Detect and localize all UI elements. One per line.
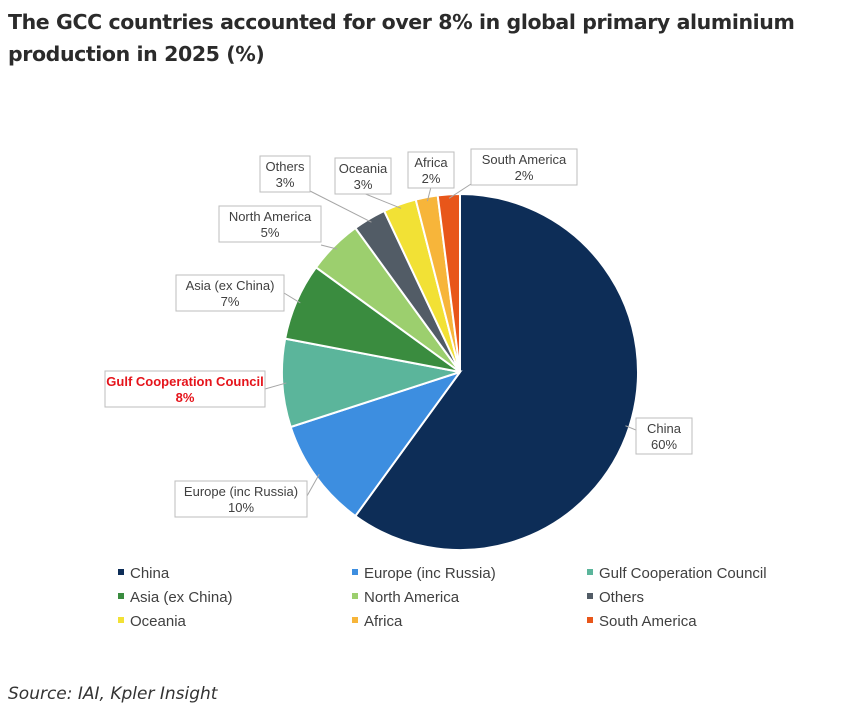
leader-line-africa <box>426 186 432 202</box>
label-value: 2% <box>515 168 534 183</box>
label-value: 10% <box>228 500 254 515</box>
pie-slices <box>281 192 639 551</box>
label-name: Others <box>265 159 305 174</box>
leader-line-oceania <box>362 192 402 209</box>
label-name: Oceania <box>339 161 388 176</box>
label-name: Europe (inc Russia) <box>184 484 298 499</box>
legend-label: South America <box>599 613 697 630</box>
source-note: Source: IAI, Kpler Insight <box>8 684 218 704</box>
leader-line-south-america <box>448 183 472 199</box>
chart-title: The GCC countries accounted for over 8% … <box>8 10 795 66</box>
leader-line-north-america <box>320 244 338 250</box>
label-name: Africa <box>414 155 448 170</box>
leader-line-gulf-cooperation-council <box>264 382 287 390</box>
leader-line-europe-inc-russia <box>306 474 320 497</box>
label-box <box>174 480 308 518</box>
legend-swatch <box>118 569 124 575</box>
legend-item-africa: Africa <box>352 613 403 630</box>
label-box <box>470 148 578 186</box>
legend-item-gulf-cooperation-council: Gulf Cooperation Council <box>587 565 767 582</box>
legend-item-china: China <box>118 565 170 582</box>
legend-label: Africa <box>364 613 403 630</box>
legend-swatch <box>118 593 124 599</box>
label-name: South America <box>482 152 567 167</box>
label-value: 8% <box>176 390 195 405</box>
label-value: 7% <box>221 294 240 309</box>
legend-item-north-america: North America <box>352 589 460 606</box>
label-value: 60% <box>651 437 677 452</box>
label-box <box>259 155 311 193</box>
legend-label: Asia (ex China) <box>130 589 233 606</box>
label-name: Gulf Cooperation Council <box>106 374 263 389</box>
label-name: China <box>647 421 682 436</box>
legend-item-south-america: South America <box>587 613 697 630</box>
label-value: 3% <box>276 175 295 190</box>
label-name: North America <box>229 209 312 224</box>
legend-swatch <box>587 617 593 623</box>
legend-label: Others <box>599 589 644 606</box>
legend-swatch <box>352 569 358 575</box>
legend-item-asia-ex-china: Asia (ex China) <box>118 589 233 606</box>
legend-item-europe-inc-russia: Europe (inc Russia) <box>352 565 496 582</box>
legend-swatch <box>118 617 124 623</box>
legend-label: Europe (inc Russia) <box>364 565 496 582</box>
leader-line-asia-ex-china <box>283 292 301 304</box>
label-name: Asia (ex China) <box>186 278 275 293</box>
data-label-europe-inc-russia: Europe (inc Russia)10% <box>174 480 308 518</box>
label-box <box>218 205 322 243</box>
legend-label: China <box>130 565 170 582</box>
label-box <box>407 151 455 189</box>
label-value: 2% <box>422 171 441 186</box>
legend-item-others: Others <box>587 589 644 606</box>
label-value: 5% <box>261 225 280 240</box>
legend-label: North America <box>364 589 460 606</box>
legend-label: Oceania <box>130 613 187 630</box>
legend-swatch <box>587 593 593 599</box>
pie-slice-south-america <box>436 192 461 373</box>
leader-line-china <box>625 425 637 431</box>
label-box <box>175 274 285 312</box>
legend-item-oceania: Oceania <box>118 613 187 630</box>
label-box <box>334 157 392 195</box>
leader-lines <box>264 183 637 497</box>
legend-label: Gulf Cooperation Council <box>599 565 767 582</box>
pie-slice-gulf-cooperation-council <box>281 337 461 429</box>
label-box <box>104 370 266 408</box>
legend-swatch <box>352 617 358 623</box>
legend: China Europe (inc Russia) Gulf Cooperation… <box>118 565 767 630</box>
legend-swatch <box>587 569 593 575</box>
legend-swatch <box>352 593 358 599</box>
label-box <box>635 417 693 455</box>
label-value: 3% <box>354 177 373 192</box>
pie-slice-europe-inc-russia <box>289 370 463 518</box>
data-label-asia-ex-china: Asia (ex China)7% <box>175 274 285 312</box>
leader-line-others <box>309 190 372 223</box>
